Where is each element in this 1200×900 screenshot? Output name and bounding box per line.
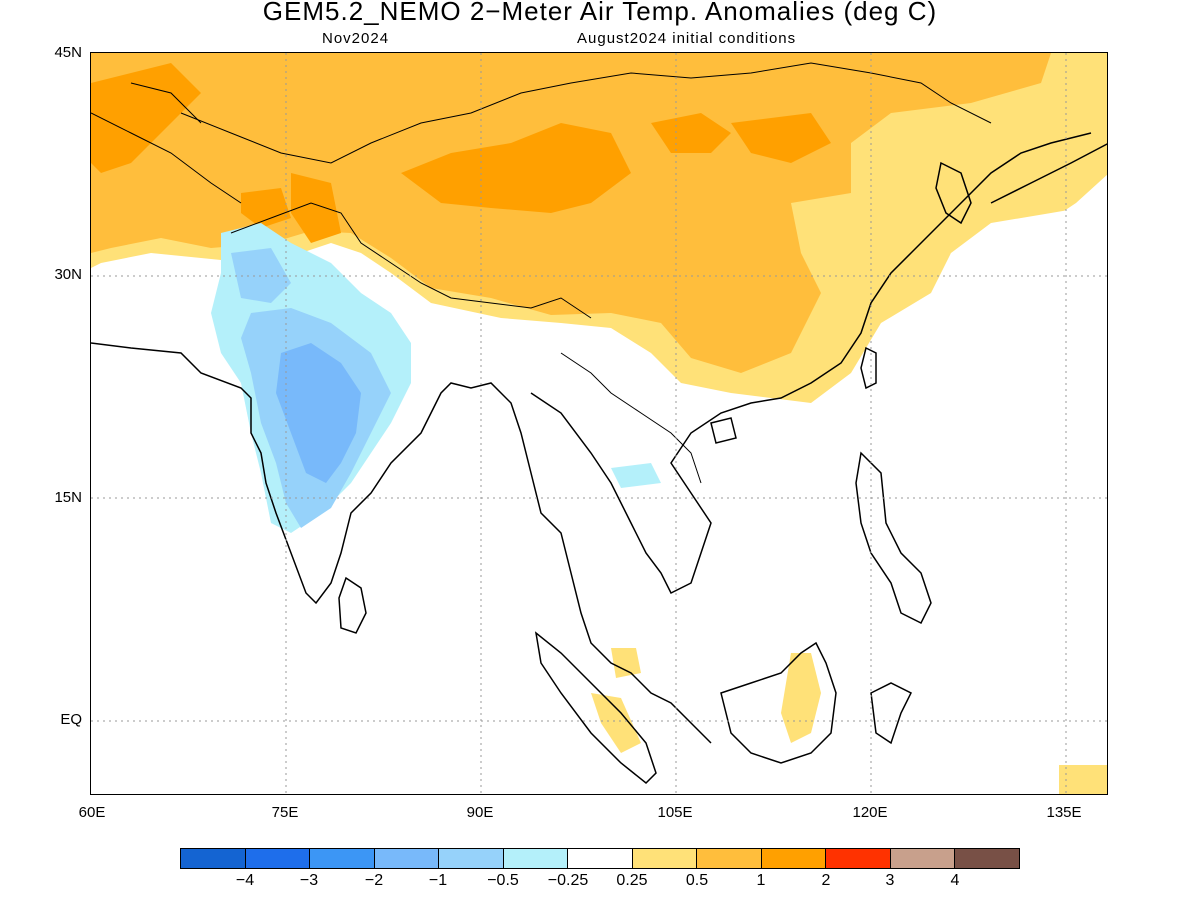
graticule bbox=[91, 53, 1107, 794]
legend-label: 0.25 bbox=[616, 872, 648, 889]
legend-swatch bbox=[503, 849, 569, 868]
legend-label: 0.5 bbox=[685, 872, 709, 889]
anomaly-field-warm-patch-ne bbox=[1059, 765, 1107, 794]
legend-swatch bbox=[245, 849, 311, 868]
legend-swatch bbox=[632, 849, 698, 868]
legend-label: 2 bbox=[821, 872, 831, 889]
lon-label-90e: 90E bbox=[466, 804, 494, 821]
lat-label-15n: 15N bbox=[54, 489, 82, 506]
legend-label: −4 bbox=[235, 872, 255, 889]
legend-swatch bbox=[955, 849, 1019, 868]
coastline-hainan bbox=[710, 417, 737, 444]
lon-label-120e: 120E bbox=[852, 804, 888, 821]
border-central-asia bbox=[91, 82, 242, 204]
color-legend bbox=[180, 848, 1020, 869]
coastline-taiwan bbox=[860, 346, 877, 390]
legend-swatch bbox=[568, 849, 633, 868]
lat-label-30n: 30N bbox=[54, 266, 82, 283]
anomaly-field-strong-warm-1 bbox=[91, 63, 201, 173]
border-indochina bbox=[560, 352, 702, 484]
border-north-india bbox=[230, 202, 592, 319]
coastline-sri-lanka bbox=[338, 576, 367, 634]
anomaly-field-strong-warm-2 bbox=[401, 123, 631, 213]
coastline-indochina bbox=[530, 132, 1092, 595]
anomaly-map bbox=[91, 53, 1107, 794]
anomaly-field-strong-warm-3 bbox=[651, 113, 731, 153]
legend-label: −0.5 bbox=[487, 872, 519, 889]
legend-label: 1 bbox=[756, 872, 766, 889]
anomaly-field-strong-warm-6 bbox=[291, 173, 341, 243]
lon-label-60e: 60E bbox=[78, 804, 106, 821]
coastline-sumatra bbox=[534, 631, 657, 785]
coastline-borneo bbox=[720, 641, 837, 764]
legend-swatch bbox=[697, 849, 762, 868]
anomaly-field-strong-warm-4 bbox=[731, 113, 831, 163]
legend-swatch bbox=[310, 849, 375, 868]
legend-swatch bbox=[374, 849, 440, 868]
anomaly-field-light-cool-2 bbox=[611, 463, 661, 488]
legend-swatch bbox=[761, 849, 827, 868]
legend-swatch bbox=[826, 849, 891, 868]
chart-subtitle-month: Nov2024 bbox=[322, 30, 390, 47]
legend-label: −2 bbox=[364, 872, 384, 889]
lat-label-eq: EQ bbox=[60, 711, 82, 728]
anomaly-field-warm-patch-malay bbox=[611, 648, 641, 678]
map-panel bbox=[90, 52, 1108, 795]
anomaly-field-strong-warm-5 bbox=[241, 188, 291, 228]
anomaly-field-moderate-cool bbox=[276, 343, 361, 483]
coastline-sulawesi bbox=[870, 682, 913, 745]
border-china-central bbox=[180, 62, 992, 164]
lon-label-135e: 135E bbox=[1046, 804, 1082, 821]
legend-label: −3 bbox=[299, 872, 319, 889]
legend-label: 4 bbox=[950, 872, 960, 889]
coastline-india bbox=[91, 342, 712, 744]
coastline-korea-japan bbox=[935, 143, 1107, 225]
legend-label: 3 bbox=[885, 872, 895, 889]
legend-swatch bbox=[181, 849, 246, 868]
lat-label-45n: 45N bbox=[54, 44, 82, 61]
country-borders bbox=[91, 62, 992, 484]
chart-title: GEM5.2_NEMO 2−Meter Air Temp. Anomalies … bbox=[262, 0, 938, 26]
legend-label: −0.25 bbox=[547, 872, 589, 889]
coastlines bbox=[91, 132, 1107, 785]
legend-swatch bbox=[439, 849, 504, 868]
coastline-philippines bbox=[855, 451, 932, 625]
lon-label-75e: 75E bbox=[271, 804, 299, 821]
legend-label: −1 bbox=[428, 872, 448, 889]
anomaly-field-warm-patch-sumatra bbox=[591, 693, 641, 753]
lon-label-105e: 105E bbox=[657, 804, 693, 821]
chart-subtitle-init: August2024 initial conditions bbox=[577, 30, 797, 47]
legend-swatch bbox=[890, 849, 956, 868]
